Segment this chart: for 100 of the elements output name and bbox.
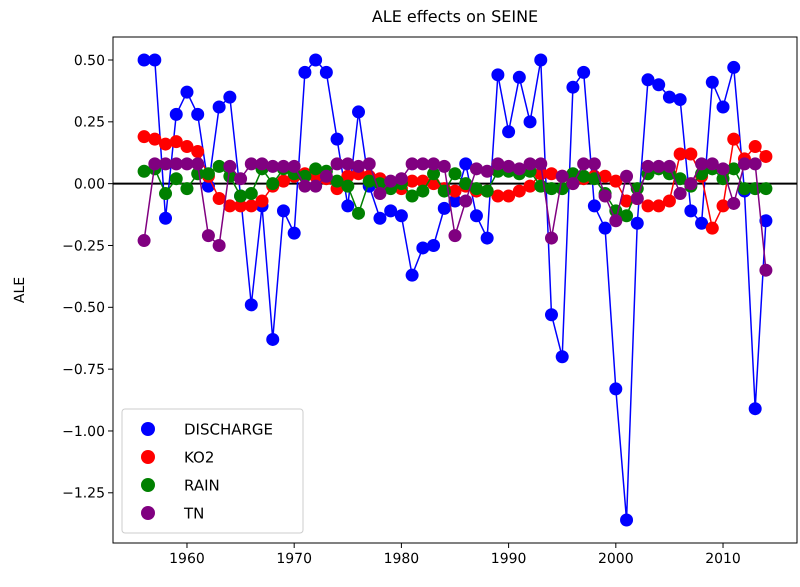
point [330,157,344,170]
point [512,162,526,176]
point [266,160,280,173]
point [223,160,236,173]
point [577,66,590,79]
point [170,157,183,170]
point [544,232,558,245]
point [556,350,569,364]
point [394,209,408,222]
point [759,214,772,228]
point [502,125,516,138]
point [320,66,333,79]
point [706,76,719,89]
point [695,216,708,230]
point [288,160,301,173]
point [191,145,204,158]
point [138,164,151,178]
point [138,130,151,144]
point [276,160,290,173]
point [727,196,740,210]
legend-label: RAIN [184,476,220,494]
y-axis-title: ALE [12,276,28,304]
point [706,222,719,235]
point [330,132,344,146]
point [384,204,398,218]
y-tick-label: −0.25 [62,238,105,254]
point [330,174,344,188]
point [159,138,172,151]
point [234,172,248,186]
point [566,80,580,94]
point [138,54,151,66]
point [620,514,634,526]
point [674,93,687,106]
y-tick-label: 0.00 [74,176,105,193]
point [298,66,312,79]
point [630,216,644,230]
point [416,184,430,198]
y-tick-label: −1.25 [62,486,105,502]
point [406,190,419,203]
point [438,160,451,173]
point [212,238,226,252]
point [298,180,312,193]
legend-label: KO2 [184,448,214,466]
point [191,157,204,170]
point [309,162,322,176]
point [524,180,537,193]
point [759,264,772,277]
point [373,212,386,225]
x-tick-label: 2000 [598,551,634,567]
point [716,100,730,114]
point [266,177,280,190]
point [512,70,526,84]
point [502,190,516,203]
x-tick-label: 1990 [490,551,526,567]
point [738,157,751,170]
point [598,222,612,235]
point [502,160,516,173]
point [288,226,301,240]
point [524,157,537,170]
point [416,241,430,254]
point [534,54,548,66]
point [309,180,322,193]
point [159,187,172,200]
point [244,199,258,212]
point [394,172,408,186]
point [577,157,590,170]
point [180,182,194,196]
point [202,229,215,242]
point [716,162,730,176]
point [212,160,226,173]
point [524,115,537,128]
point [588,199,601,212]
point [180,140,194,154]
point [609,382,622,396]
point [276,204,290,218]
point [148,132,162,146]
point [309,54,322,66]
point [170,172,183,186]
point [159,157,172,170]
point [244,187,258,200]
legend-label: DISCHARGE [184,420,274,438]
point [148,54,162,66]
point [684,147,698,160]
x-tick-label: 1960 [169,551,205,567]
point [459,157,472,170]
y-tick-label: −0.50 [62,300,105,316]
point [491,68,504,82]
point [706,157,719,170]
x-tick-label: 1970 [276,551,312,567]
point [438,202,451,215]
point [427,238,440,252]
point [684,177,698,190]
legend-label: TN [183,504,204,522]
point [609,214,622,228]
point [341,199,354,212]
point [641,160,654,173]
point [662,90,676,104]
y-tick-label: 0.50 [74,52,105,69]
point [362,174,376,188]
point [641,73,654,86]
